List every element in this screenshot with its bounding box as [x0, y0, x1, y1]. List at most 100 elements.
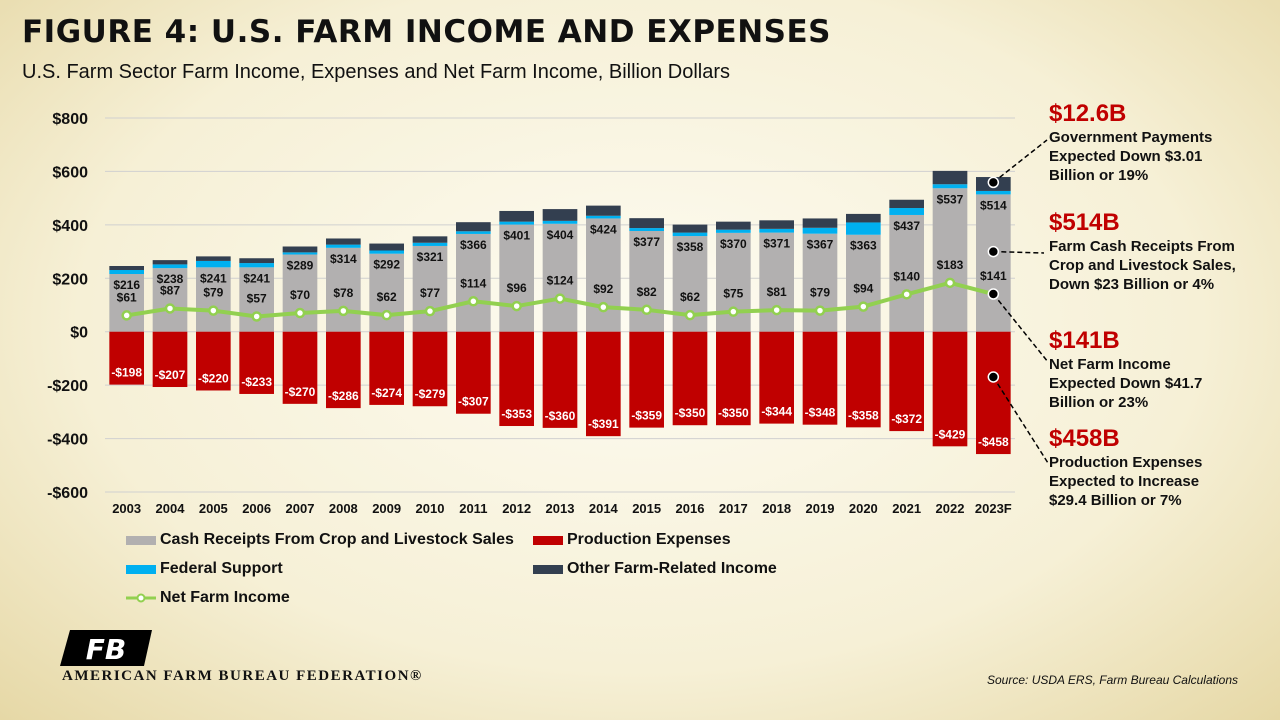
legend-swatch-federal [126, 564, 156, 574]
data-label-net-income: $79 [810, 286, 830, 300]
legend-label-expenses: Production Expenses [567, 531, 731, 548]
data-label-expenses: -$353 [501, 407, 532, 421]
data-label-net-income: $70 [290, 288, 310, 302]
y-tick-label: $600 [52, 164, 88, 181]
net-income-point [121, 310, 132, 321]
annotation-marker [987, 245, 1000, 258]
annotation-line: Expected Down $3.01 [1049, 148, 1203, 165]
legend-swatch-cash [126, 535, 156, 545]
annotation-line: Billion or 19% [1049, 167, 1149, 184]
farm-bureau-logo: FB [60, 630, 152, 666]
data-label-cash: $424 [590, 222, 617, 236]
legend-item-expenses: Production Expenses [533, 531, 731, 549]
legend-item-cash: Cash Receipts From Crop and Livestock Sa… [126, 531, 514, 549]
bar-federal-support [499, 221, 534, 225]
bar-production-expenses [586, 331, 621, 437]
net-income-point [381, 309, 392, 321]
bar-cash-receipts [109, 274, 144, 332]
annotation-leader-line [993, 250, 1045, 254]
net-income-point [728, 306, 739, 317]
legend-item-federal: Federal Support [126, 560, 283, 578]
bar-other-income [846, 213, 881, 223]
data-label-expenses: -$350 [675, 406, 706, 420]
annotation-line: Net Farm Income [1049, 356, 1171, 373]
legend-swatch-other [533, 564, 563, 574]
bar-cash-receipts [196, 267, 231, 332]
y-tick-label: -$200 [47, 378, 88, 395]
bar-other-income [802, 218, 838, 228]
bar-production-expenses [196, 331, 231, 391]
annotation-marker [987, 288, 1000, 300]
bar-federal-support [326, 244, 361, 248]
bar-production-expenses [932, 331, 968, 447]
data-label-net-income: $61 [117, 290, 137, 304]
x-tick-label: 2005 [199, 501, 228, 516]
annotation-line: Government Payments [1049, 129, 1213, 146]
bar-production-expenses [109, 331, 144, 385]
annotation-production-expenses: $458B Production Expenses Expected to In… [1049, 425, 1202, 510]
bar-other-income [152, 260, 188, 265]
bar-production-expenses [976, 331, 1011, 455]
x-tick-label: 2012 [502, 501, 531, 516]
bar-federal-support [716, 229, 751, 233]
data-label-net-income: $57 [247, 291, 267, 305]
data-label-expenses: -$429 [935, 427, 966, 441]
data-label-cash: $292 [373, 258, 400, 272]
bar-production-expenses [456, 331, 491, 414]
bar-other-income [282, 246, 318, 253]
data-label-net-income: $75 [723, 287, 743, 301]
bar-other-income [672, 224, 708, 233]
data-label-expenses: -$359 [631, 409, 662, 423]
legend-swatch-net [126, 593, 156, 603]
data-label-cash: $216 [113, 278, 140, 292]
bar-cash-receipts [976, 194, 1011, 332]
data-label-cash: $314 [330, 252, 357, 266]
legend-label-cash: Cash Receipts From Crop and Livestock Sa… [160, 531, 514, 548]
bar-federal-support [239, 263, 274, 268]
data-label-expenses: -$350 [718, 406, 749, 420]
bar-other-income [369, 243, 404, 251]
net-income-point [771, 304, 782, 316]
annotation-value: $12.6B [1049, 100, 1127, 127]
chart-subtitle: U.S. Farm Sector Farm Income, Expenses a… [22, 61, 731, 83]
data-label-cash: $358 [677, 240, 704, 254]
bar-federal-support [412, 242, 448, 246]
net-income-point [468, 296, 479, 307]
bar-cash-receipts [889, 214, 924, 332]
x-tick-label: 2008 [329, 501, 358, 516]
legend-label-net: Net Farm Income [160, 589, 290, 606]
x-tick-label: 2004 [156, 501, 186, 516]
y-tick-label: $0 [70, 325, 88, 342]
bar-cash-receipts [846, 234, 881, 332]
bar-other-income [586, 205, 621, 216]
data-label-net-income: $94 [853, 282, 873, 296]
x-tick-label: 2013 [546, 501, 575, 516]
data-label-cash: $401 [503, 229, 530, 243]
legend-item-other: Other Farm-Related Income [533, 560, 777, 578]
bar-production-expenses [716, 331, 751, 426]
annotation-line: Farm Cash Receipts From [1049, 238, 1235, 255]
annotation-net-farm-income: $141B Net Farm Income Expected Down $41.… [1049, 327, 1202, 412]
data-label-cash: $363 [850, 239, 877, 253]
annotation-cash-receipts: $514B Farm Cash Receipts From Crop and L… [1049, 209, 1236, 294]
data-label-expenses: -$220 [198, 371, 229, 385]
x-tick-label: 2011 [459, 501, 487, 516]
data-label-cash: $371 [763, 237, 790, 251]
bar-other-income [542, 209, 578, 221]
data-label-expenses: -$279 [415, 387, 446, 401]
annotation-line: Expected Down $41.7 [1049, 375, 1203, 392]
data-label-net-income: $82 [637, 285, 657, 299]
logo-lettering: FB [86, 633, 126, 666]
data-label-expenses: -$348 [805, 406, 836, 420]
data-label-cash: $377 [633, 235, 660, 249]
bar-federal-support [889, 208, 924, 215]
annotation-marker [987, 371, 1000, 383]
bar-cash-receipts [282, 254, 318, 332]
bar-federal-support [586, 215, 621, 219]
data-label-cash: $367 [807, 238, 834, 252]
data-label-cash: $238 [157, 272, 184, 286]
bar-federal-support [456, 231, 491, 234]
legend-label-other: Other Farm-Related Income [567, 560, 777, 577]
annotation-line: Expected to Increase [1049, 473, 1200, 490]
